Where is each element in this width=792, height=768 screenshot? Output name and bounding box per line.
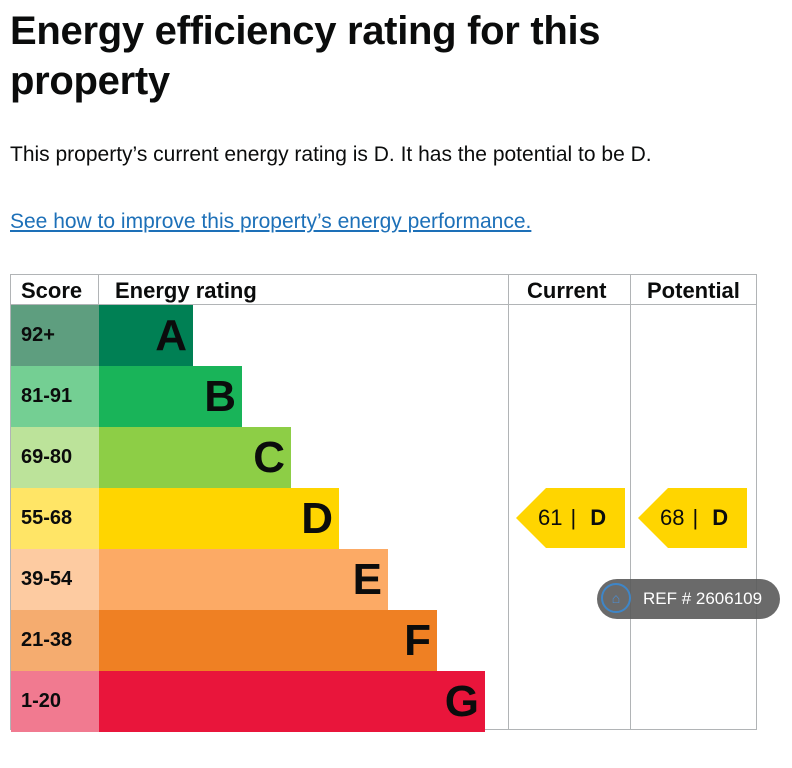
header-score: Score [21, 278, 83, 303]
band-score: 55-68 [11, 488, 99, 549]
band-letter: G [444, 677, 479, 726]
header-current: Current [527, 278, 607, 303]
header-potential: Potential [647, 278, 740, 303]
band-bar: A [99, 305, 193, 366]
reference-text: REF # 2606109 [643, 589, 763, 608]
band-letter: D [301, 494, 333, 543]
band-bar: G [99, 671, 485, 732]
band-score: 81-91 [11, 366, 99, 427]
band-score: 92+ [11, 305, 99, 366]
band-letter: E [352, 555, 382, 604]
band-letter: B [204, 372, 236, 421]
current-rating-arrow: 61 | D [516, 488, 625, 548]
band-bar: D [99, 488, 339, 549]
band-score: 39-54 [11, 549, 99, 610]
separator: | [692, 505, 699, 530]
band-bar: C [99, 427, 291, 488]
page-title: Energy efficiency rating for this proper… [10, 9, 601, 103]
current-score: 61 [538, 505, 563, 530]
energy-rating-table: Score Energy rating Current Potential 92… [10, 274, 757, 732]
separator: | [570, 505, 577, 530]
band-letter: F [404, 616, 431, 665]
potential-score: 68 [660, 505, 685, 530]
band-score: 69-80 [11, 427, 99, 488]
divider [508, 275, 509, 729]
header-divider [11, 304, 756, 305]
improve-performance-link[interactable]: See how to improve this property’s energ… [10, 210, 532, 233]
divider [630, 275, 631, 729]
divider [98, 275, 99, 305]
band-bar: B [99, 366, 242, 427]
reference-badge: ⌂ REF # 2606109 [597, 579, 780, 619]
header-energy-rating: Energy rating [115, 278, 257, 303]
rating-summary: This property’s current energy rating is… [10, 143, 652, 166]
band-letter: C [253, 433, 285, 482]
potential-letter: D [712, 505, 729, 530]
potential-rating-arrow: 68 | D [638, 488, 747, 548]
current-letter: D [590, 505, 607, 530]
band-score: 1-20 [11, 671, 99, 732]
band-score: 21-38 [11, 610, 99, 671]
home-icon: ⌂ [601, 583, 631, 613]
band-letter: A [155, 311, 187, 360]
band-bar: E [99, 549, 388, 610]
band-bar: F [99, 610, 437, 671]
